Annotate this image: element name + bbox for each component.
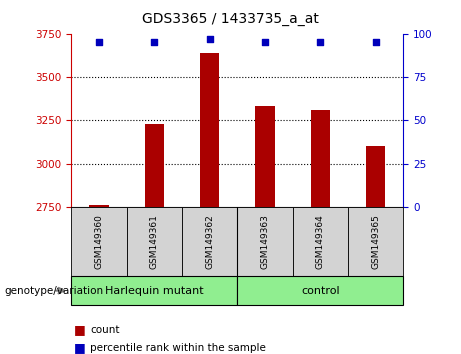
Text: GSM149364: GSM149364 — [316, 214, 325, 269]
Bar — [127, 207, 182, 276]
Text: GDS3365 / 1433735_a_at: GDS3365 / 1433735_a_at — [142, 12, 319, 27]
Point — [151, 40, 158, 45]
Text: GSM149365: GSM149365 — [371, 214, 380, 269]
Text: Harlequin mutant: Harlequin mutant — [105, 286, 204, 296]
Text: GSM149362: GSM149362 — [205, 214, 214, 269]
Point — [261, 40, 269, 45]
Bar — [348, 207, 403, 276]
Text: percentile rank within the sample: percentile rank within the sample — [90, 343, 266, 353]
Text: genotype/variation: genotype/variation — [5, 286, 104, 296]
Bar — [200, 53, 219, 207]
Bar — [182, 207, 237, 276]
Bar — [366, 145, 385, 207]
Point — [317, 40, 324, 45]
Point — [206, 36, 213, 42]
Bar — [89, 205, 109, 207]
Text: count: count — [90, 325, 119, 335]
Bar — [71, 276, 237, 305]
Bar — [311, 110, 330, 207]
Bar — [145, 124, 164, 207]
Bar — [237, 276, 403, 305]
Text: GSM149360: GSM149360 — [95, 214, 104, 269]
Text: control: control — [301, 286, 340, 296]
Text: GSM149361: GSM149361 — [150, 214, 159, 269]
Bar — [293, 207, 348, 276]
Text: ■: ■ — [74, 341, 85, 354]
Text: GSM149363: GSM149363 — [260, 214, 270, 269]
Point — [372, 40, 379, 45]
Point — [95, 40, 103, 45]
Bar — [255, 107, 275, 207]
Bar — [71, 207, 127, 276]
Text: ■: ■ — [74, 324, 85, 336]
Bar — [237, 207, 293, 276]
